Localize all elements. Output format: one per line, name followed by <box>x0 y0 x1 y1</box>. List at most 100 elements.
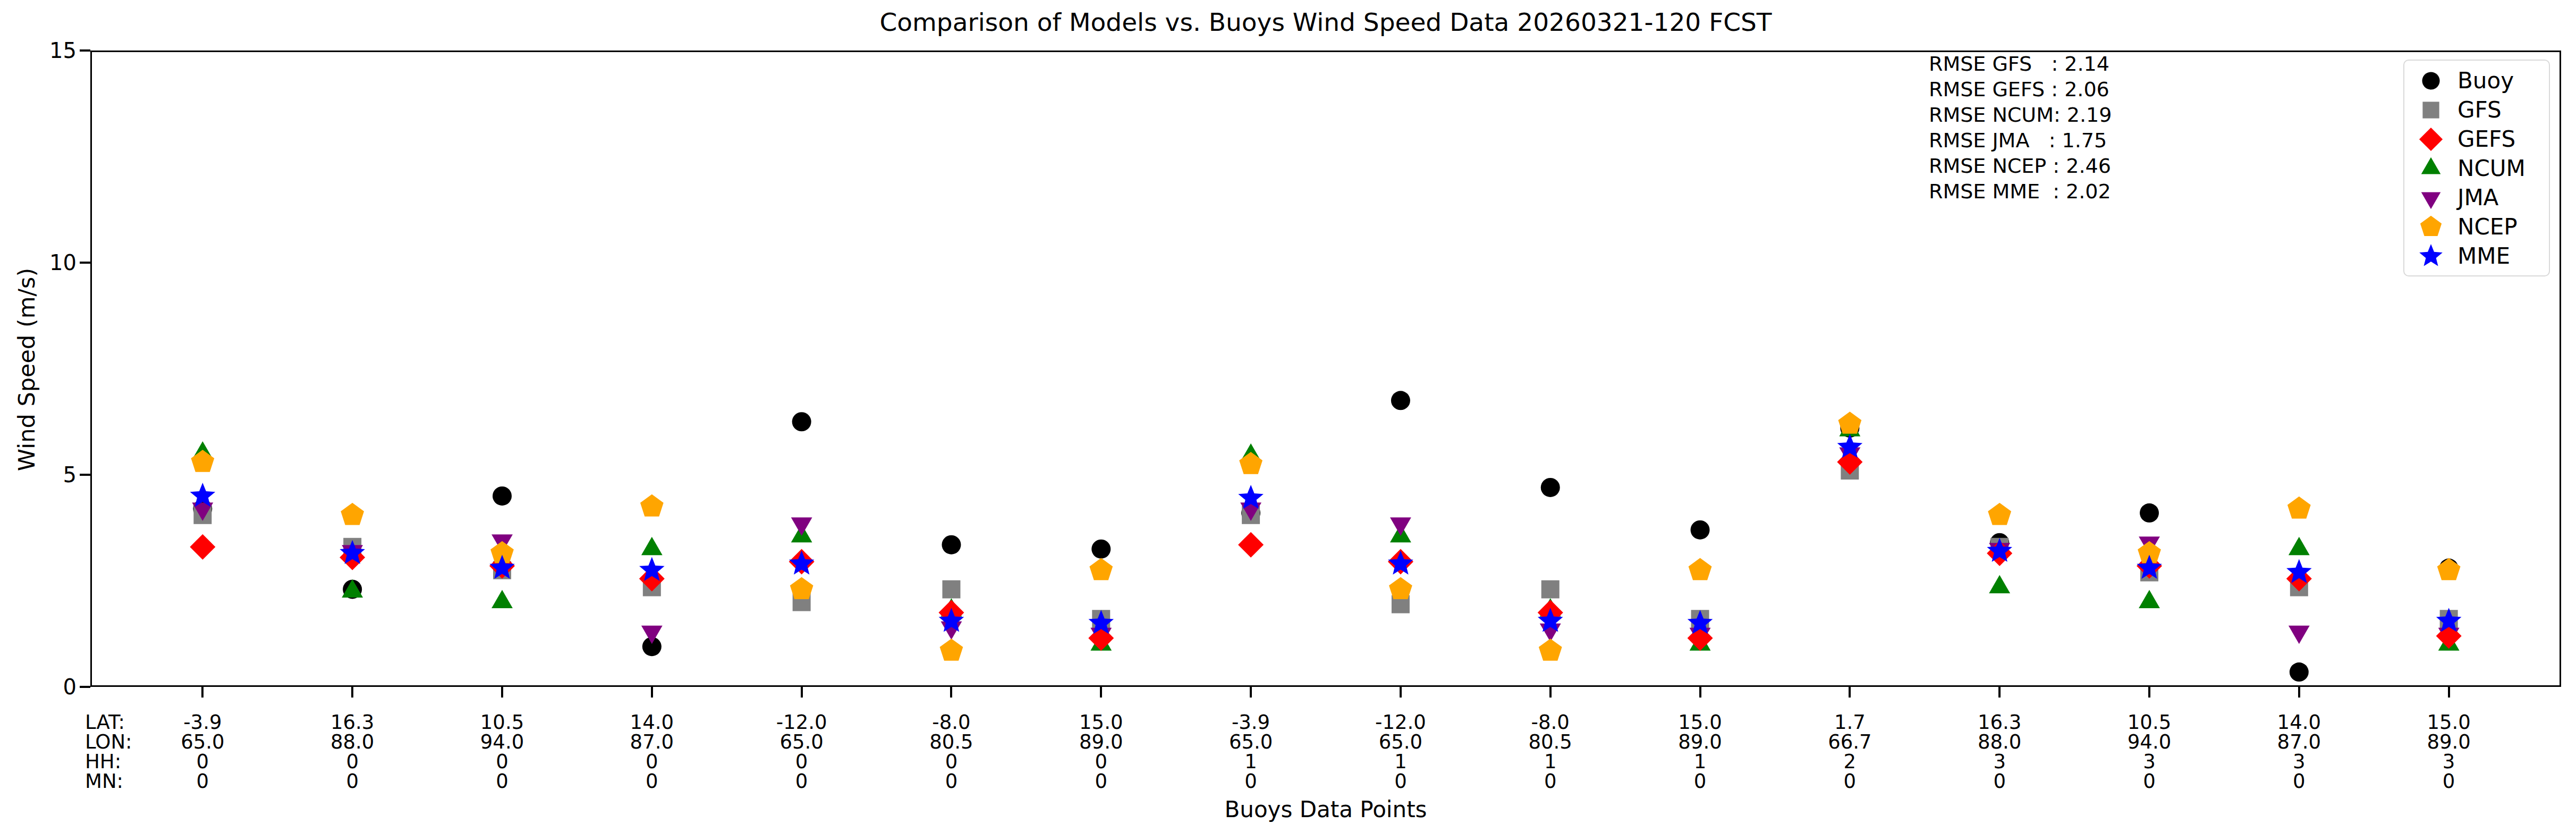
x-point-hh: 0 <box>738 752 866 771</box>
marker-ncep <box>1539 639 1562 661</box>
y-tick-label: 0 <box>13 676 77 698</box>
x-tick-mark <box>201 687 204 698</box>
marker-ncep <box>191 450 214 472</box>
x-point-lat: 15.0 <box>1037 712 1165 732</box>
y-tick-label: 5 <box>13 464 77 485</box>
marker-ncum <box>1989 575 2010 593</box>
x-point-hh: 1 <box>1487 752 1614 771</box>
legend-item-gefs: GEFS <box>2404 124 2549 154</box>
x-row-header: MN: <box>85 771 123 791</box>
gfs-legend-marker-icon <box>2404 95 2458 125</box>
x-point-lat: -3.9 <box>1187 712 1315 732</box>
mme-legend-marker-icon <box>2404 241 2458 271</box>
x-point-mn: 0 <box>2385 771 2513 791</box>
x-row-header: LAT: <box>85 712 125 732</box>
marker-ncum <box>2289 537 2310 556</box>
marker-ncep <box>640 494 664 517</box>
x-tick-mark <box>1100 687 1102 698</box>
x-point-lat: 14.0 <box>588 712 716 732</box>
jma-legend-marker-icon <box>2404 183 2458 213</box>
x-point-mn: 0 <box>1637 771 1764 791</box>
legend-label: Buoy <box>2458 68 2514 94</box>
legend-label: NCUM <box>2458 155 2526 181</box>
marker-ncep <box>1689 558 1712 581</box>
x-point-mn: 0 <box>2235 771 2363 791</box>
marker-ncep <box>2437 558 2461 581</box>
x-point-lat: 15.0 <box>2385 712 2513 732</box>
x-point-lat: 14.0 <box>2235 712 2363 732</box>
marker-ncum <box>492 590 513 608</box>
x-tick-mark <box>2448 687 2450 698</box>
marker-jma <box>1390 517 1411 536</box>
x-point-lon: 94.0 <box>2086 732 2213 752</box>
x-point-hh: 0 <box>588 752 716 771</box>
x-point-lat: 16.3 <box>289 712 416 732</box>
x-point-lon: 88.0 <box>1936 732 2063 752</box>
x-point-mn: 0 <box>588 771 716 791</box>
x-point-lat: -8.0 <box>887 712 1015 732</box>
x-tick-mark <box>1400 687 1402 698</box>
marker-gefs <box>190 534 215 560</box>
x-tick-mark <box>801 687 803 698</box>
x-point-lon: 65.0 <box>1337 732 1464 752</box>
x-point-mn: 0 <box>1187 771 1315 791</box>
legend-label: NCEP <box>2458 214 2518 240</box>
x-point-hh: 0 <box>289 752 416 771</box>
x-tick-mark <box>1849 687 1851 698</box>
x-tick-mark <box>1250 687 1252 698</box>
x-tick-mark <box>2298 687 2300 698</box>
x-point-hh: 3 <box>2235 752 2363 771</box>
buoy-legend-marker-icon <box>2404 66 2458 96</box>
marker-buoy <box>1091 540 1111 559</box>
marker-gfs <box>942 580 960 598</box>
marker-buoy <box>1541 478 1560 497</box>
x-point-hh: 1 <box>1637 752 1764 771</box>
marker-buoy <box>2290 662 2309 682</box>
ncep-legend-marker-icon <box>2404 212 2458 242</box>
x-point-mn: 0 <box>1337 771 1464 791</box>
x-row-header: LON: <box>85 732 132 752</box>
x-point-lon: 65.0 <box>738 732 866 752</box>
x-point-lon: 89.0 <box>1037 732 1165 752</box>
x-point-hh: 3 <box>2385 752 2513 771</box>
x-point-lon: 80.5 <box>1487 732 1614 752</box>
ncum-legend-marker-icon <box>2404 154 2458 183</box>
x-tick-mark <box>1998 687 2001 698</box>
x-point-mn: 0 <box>738 771 866 791</box>
legend-item-gfs: GFS <box>2404 95 2549 124</box>
x-point-lat: -12.0 <box>1337 712 1464 732</box>
marker-ncep <box>1389 577 1412 599</box>
x-point-lat: 10.5 <box>438 712 566 732</box>
x-tick-mark <box>950 687 952 698</box>
x-point-hh: 2 <box>1786 752 1913 771</box>
x-point-lon: 89.0 <box>2385 732 2513 752</box>
marker-gfs <box>1541 580 1560 598</box>
marker-jma <box>2289 626 2310 644</box>
x-point-hh: 0 <box>139 752 266 771</box>
x-point-lon: 88.0 <box>289 732 416 752</box>
legend: BuoyGFSGEFSNCUMJMANCEPMME <box>2403 60 2550 276</box>
x-point-lon: 66.7 <box>1786 732 1913 752</box>
x-point-lon: 89.0 <box>1637 732 1764 752</box>
legend-item-ncep: NCEP <box>2404 212 2549 241</box>
wind-speed-comparison-figure: Comparison of Models vs. Buoys Wind Spee… <box>0 0 2576 840</box>
x-point-lat: 10.5 <box>2086 712 2213 732</box>
legend-item-mme: MME <box>2404 241 2549 271</box>
marker-ncep <box>940 639 963 661</box>
gefs-legend-marker-icon <box>2404 124 2458 154</box>
x-point-lon: 94.0 <box>438 732 566 752</box>
marker-buoy <box>942 535 961 555</box>
marker-buoy <box>493 486 512 506</box>
x-point-hh: 0 <box>1037 752 1165 771</box>
y-tick-mark <box>80 474 90 476</box>
x-point-hh: 0 <box>438 752 566 771</box>
x-point-lat: 1.7 <box>1786 712 1913 732</box>
marker-gefs <box>1238 532 1264 558</box>
x-point-mn: 0 <box>1786 771 1913 791</box>
marker-jma <box>791 517 812 536</box>
x-point-mn: 0 <box>139 771 266 791</box>
x-tick-mark <box>501 687 503 698</box>
marker-ncum <box>2139 590 2160 608</box>
marker-ncep <box>1239 452 1262 474</box>
y-tick-label: 15 <box>13 40 77 61</box>
